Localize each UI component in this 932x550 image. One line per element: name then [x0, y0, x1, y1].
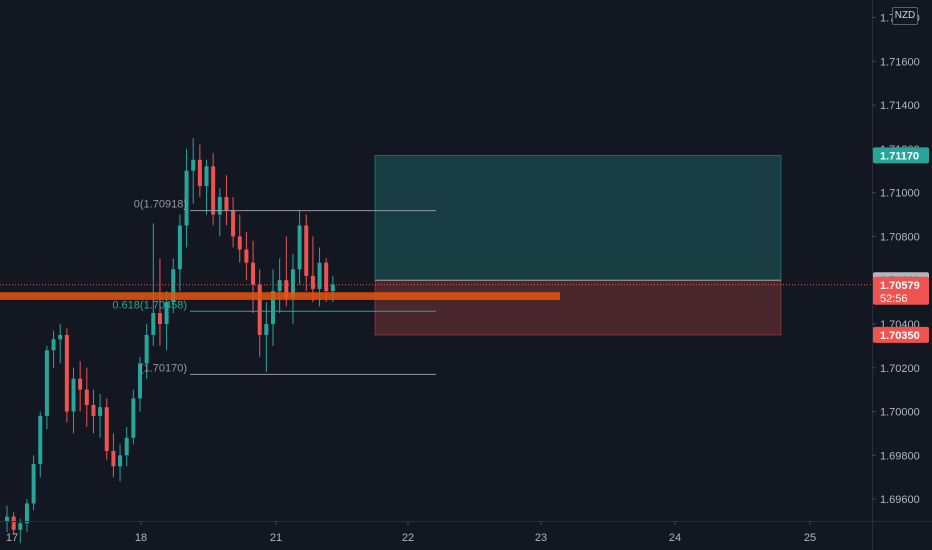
price-tick-label: 1.70800	[880, 231, 920, 243]
fibonacci-retracement[interactable]: 0(1.70918) 0.618(1.70458) (1.70170)	[112, 199, 436, 375]
time-tick-label: 23	[535, 532, 547, 544]
price-overlay	[0, 284, 872, 300]
candle-body	[324, 262, 329, 292]
candle-body	[191, 159, 196, 171]
price-tick-label: 1.69600	[880, 494, 920, 506]
candle-body	[284, 280, 289, 298]
price-tick-label: 1.71400	[880, 100, 920, 112]
price-tag	[873, 147, 929, 164]
stop-loss-zone[interactable]	[374, 279, 782, 336]
candle-body	[98, 407, 103, 416]
price-tag-value: 1.71170	[880, 150, 919, 162]
candle-body	[330, 284, 335, 292]
time-axis[interactable]: 17 18 21 22 23 24 25	[0, 521, 932, 544]
candle-body	[304, 225, 309, 276]
candle-body	[5, 516, 9, 521]
candle-body	[44, 350, 49, 416]
candle-body	[38, 415, 43, 465]
candle-body	[290, 269, 295, 298]
candle-body	[157, 313, 162, 324]
candle-body	[217, 197, 222, 215]
candle-body	[78, 378, 83, 390]
candle-body	[138, 363, 142, 399]
candle-body	[111, 450, 116, 467]
highlight-zone	[0, 292, 560, 300]
candle-body	[211, 166, 216, 215]
candle-body	[84, 389, 89, 405]
time-tick-label: 18	[135, 532, 147, 544]
time-tick-label: 17	[6, 532, 18, 544]
candle-body	[64, 334, 69, 412]
candle-body	[51, 339, 56, 351]
position-zones[interactable]	[374, 154, 782, 336]
candle-body	[257, 284, 262, 335]
candle-body	[264, 323, 269, 335]
price-tick-label: 1.70000	[880, 407, 920, 419]
price-tick-label: 1.71000	[880, 188, 920, 200]
candle-body	[297, 225, 302, 270]
candle-body	[310, 275, 315, 289]
fib-level-label: 0(1.70918)	[134, 199, 187, 211]
candle-body	[31, 464, 36, 504]
candle-body	[251, 262, 256, 285]
price-tick-label: 1.70200	[880, 363, 920, 375]
currency-button[interactable]: NZD	[892, 7, 918, 25]
time-tick-label: 24	[669, 532, 681, 544]
price-tick-label: 1.69800	[880, 450, 920, 462]
price-tag-value: 1.70350	[880, 330, 920, 342]
price-tick-label: 1.71600	[880, 56, 920, 68]
price-tag	[873, 276, 929, 305]
candle-body	[184, 170, 189, 226]
candle-body	[104, 407, 109, 451]
candle-body	[144, 334, 149, 364]
time-tick-label: 21	[270, 532, 282, 544]
take-profit-zone[interactable]	[374, 154, 782, 281]
candle-body	[91, 404, 96, 416]
price-tag-value: 1.70579	[880, 280, 920, 292]
price-tag	[873, 326, 929, 343]
candle-body	[151, 313, 156, 335]
candle-body	[231, 210, 236, 237]
candle-body	[271, 291, 275, 324]
candle-body	[164, 302, 169, 324]
candle-body	[204, 166, 209, 187]
fib-level-label: 0.618(1.70458)	[112, 299, 187, 311]
bar-countdown: 52:56	[880, 293, 908, 305]
candle-body	[71, 378, 76, 412]
candle-body	[237, 236, 242, 250]
candle-body	[244, 249, 249, 263]
candle-body	[177, 225, 182, 270]
candle-body	[58, 334, 63, 340]
candle-body	[11, 516, 16, 530]
candle-body	[18, 523, 23, 530]
candle-body	[118, 455, 123, 467]
candle-body	[277, 280, 282, 292]
time-tick-label: 22	[402, 532, 414, 544]
candle-body	[171, 269, 176, 303]
candlesticks	[5, 137, 335, 543]
fib-level-label: (1.70170)	[140, 362, 187, 374]
candle-body	[124, 437, 129, 456]
candle-body	[197, 159, 202, 187]
candle-body	[131, 398, 136, 438]
time-tick-label: 25	[804, 532, 816, 544]
candle-body	[24, 503, 29, 524]
candle-body	[317, 262, 322, 289]
candle-body	[224, 197, 229, 211]
